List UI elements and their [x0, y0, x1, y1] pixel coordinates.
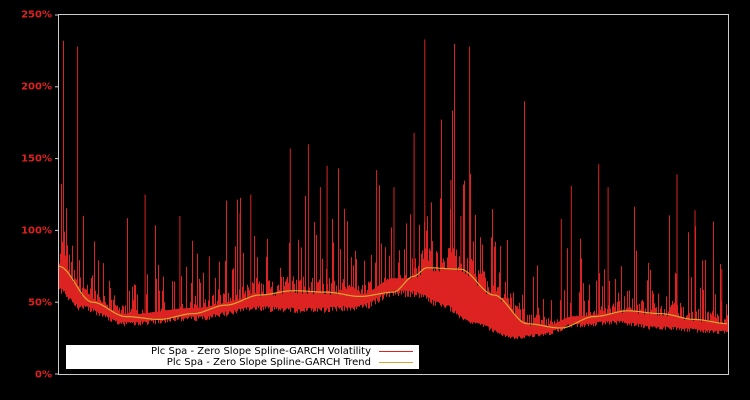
trend-series	[58, 265, 728, 329]
chart-legend: Plc Spa - Zero Slope Spline-GARCH Volati…	[66, 345, 419, 369]
legend-swatch-red-line	[379, 351, 413, 352]
legend-item-volatility: Plc Spa - Zero Slope Spline-GARCH Volati…	[151, 346, 413, 357]
legend-label: Plc Spa - Zero Slope Spline-GARCH Volati…	[150, 346, 371, 357]
legend-swatch-gold-line	[379, 362, 413, 363]
legend-label: Plc Spa - Zero Slope Spline-GARCH Trend	[166, 357, 371, 368]
y-tick-label: 100%	[21, 225, 52, 237]
y-tick-label: 200%	[21, 81, 52, 93]
y-tick-label: 0%	[35, 369, 52, 381]
y-tick-label: 150%	[21, 153, 52, 165]
y-tick-label: 50%	[28, 297, 52, 309]
y-tick-label: 250%	[21, 9, 52, 21]
legend-item-trend: Plc Spa - Zero Slope Spline-GARCH Trend	[167, 357, 413, 368]
plot-frame	[58, 14, 729, 375]
